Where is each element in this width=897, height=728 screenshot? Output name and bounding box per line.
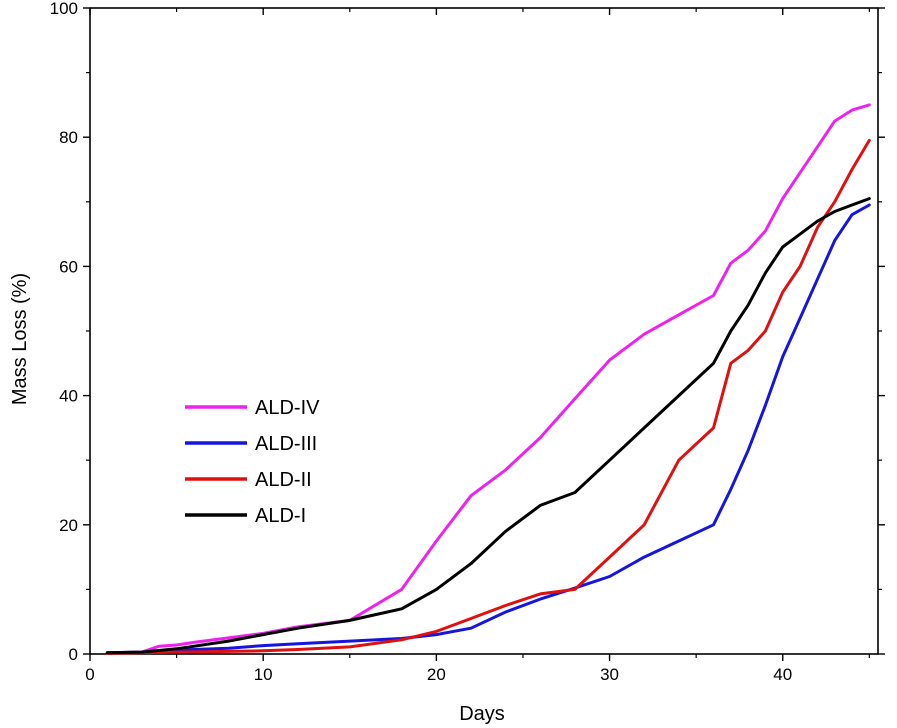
x-axis-title: Days — [459, 703, 505, 725]
x-tick-label: 10 — [254, 665, 273, 684]
y-tick-label: 20 — [59, 516, 78, 535]
x-tick-label: 40 — [773, 665, 792, 684]
x-axis: 0 10 20 30 40 — [85, 8, 870, 684]
x-tick-label: 30 — [600, 665, 619, 684]
x-tick-label: 20 — [427, 665, 446, 684]
y-axis-title: Mass Loss (%) — [9, 273, 31, 405]
y-axis: 0 20 40 60 80 100 — [50, 0, 885, 664]
plot-border — [89, 7, 879, 655]
legend-label-ald-iv: ALD-IV — [255, 397, 320, 419]
series-line-ald-iii — [105, 203, 871, 655]
series-lines — [105, 103, 871, 655]
y-tick-label: 60 — [59, 257, 78, 276]
series-line-ald-iv — [105, 103, 871, 655]
y-tick-label: 100 — [50, 0, 78, 18]
legend-label-ald-i: ALD-I — [255, 505, 306, 527]
legend-label-ald-iii: ALD-III — [255, 433, 317, 455]
y-tick-label: 0 — [69, 645, 78, 664]
x-tick-label: 0 — [85, 665, 94, 684]
legend-label-ald-ii: ALD-II — [255, 469, 312, 491]
y-tick-label: 80 — [59, 128, 78, 147]
series-line-ald-ii — [105, 138, 871, 655]
series-line-ald-i — [105, 197, 871, 655]
legend: ALD-IV ALD-III ALD-II ALD-I — [185, 397, 320, 527]
y-tick-label: 40 — [59, 387, 78, 406]
plot-frame — [89, 7, 879, 655]
